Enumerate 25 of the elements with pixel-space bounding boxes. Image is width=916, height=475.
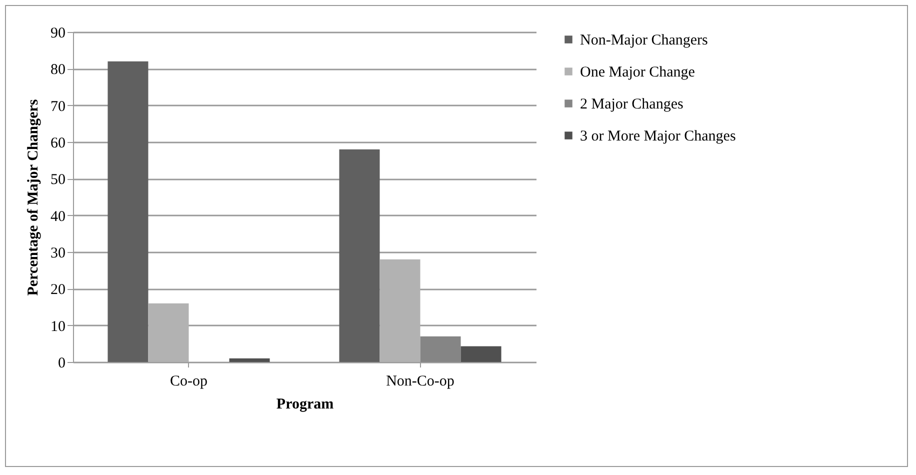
bar <box>148 303 189 362</box>
legend-label: 3 or More Major Changes <box>580 128 736 144</box>
x-axis-title: Program <box>276 396 334 412</box>
bar <box>420 336 461 362</box>
x-tick-label: Non-Co-op <box>386 374 454 390</box>
y-tick-label: 10 <box>50 318 66 335</box>
legend-label: One Major Change <box>580 64 696 80</box>
y-tick-label: 90 <box>50 26 66 42</box>
y-tick-label: 70 <box>50 98 66 115</box>
bar <box>229 358 270 362</box>
legend-label: Non-Major Changers <box>580 32 708 48</box>
x-tick-label: Co-op <box>170 374 208 390</box>
legend-label: 2 Major Changes <box>580 96 684 112</box>
y-tick-label: 60 <box>50 136 66 152</box>
y-tick-label: 40 <box>50 208 66 225</box>
y-tick-label: 50 <box>50 172 66 188</box>
bar <box>108 61 148 362</box>
y-tick-label: 0 <box>58 356 66 372</box>
y-tick-label: 80 <box>50 62 66 78</box>
y-tick-label: 30 <box>50 246 66 262</box>
y-axis-title: Percentage of Major Changers <box>26 99 42 296</box>
y-tick-label: 20 <box>50 282 66 298</box>
bar <box>460 346 502 362</box>
bar <box>339 149 380 362</box>
bar <box>380 259 420 362</box>
